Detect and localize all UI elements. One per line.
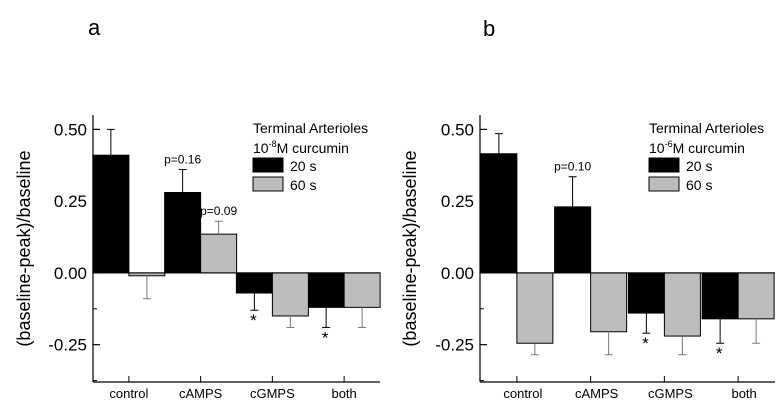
bar-control-a bbox=[92, 154, 130, 274]
y-tick-label: 0.50 bbox=[441, 120, 474, 139]
legend-dose: 10-6M curcumin bbox=[649, 139, 745, 156]
p-value-label: p=0.09 bbox=[200, 204, 237, 218]
x-tick-label: both bbox=[331, 386, 356, 401]
legend-swatch-a bbox=[252, 157, 284, 173]
legend-title: Terminal Arterioles bbox=[649, 120, 764, 136]
legend-entry: 60 s bbox=[686, 177, 712, 193]
y-axis-label: (baseline-peak)/baseline bbox=[14, 150, 34, 346]
legend-swatch-a bbox=[648, 157, 680, 173]
legend-entry: 60 s bbox=[290, 177, 316, 193]
legend-swatch-b bbox=[648, 176, 680, 192]
bar-cGMPS-a bbox=[235, 272, 273, 294]
x-tick-label: cGMPS bbox=[648, 386, 693, 401]
y-tick-label: -0.25 bbox=[435, 336, 474, 355]
legend-title: Terminal Arterioles bbox=[253, 120, 368, 136]
y-tick-label: -0.25 bbox=[48, 336, 87, 355]
bar-both-b bbox=[737, 272, 775, 320]
x-tick-label: cAMPS bbox=[179, 386, 223, 401]
p-value-label: p=0.10 bbox=[554, 160, 591, 174]
y-tick-label: 0.00 bbox=[441, 264, 474, 283]
panel-label: a bbox=[88, 15, 101, 40]
bar-cAMPS-b bbox=[200, 233, 238, 274]
bar-cGMPS-b bbox=[271, 272, 309, 317]
x-tick-label: cAMPS bbox=[575, 386, 619, 401]
bar-control-b bbox=[516, 272, 554, 344]
x-tick-label: control bbox=[109, 386, 148, 401]
chart-panel-a: a-0.250.000.250.50controlcAMPScGMPSbothi… bbox=[14, 15, 381, 409]
y-tick-label: 0.25 bbox=[54, 192, 87, 211]
bar-cAMPS-a bbox=[164, 192, 202, 274]
bar-both-a bbox=[307, 272, 345, 308]
bar-both-b bbox=[343, 272, 381, 308]
y-tick-label: 0.00 bbox=[54, 264, 87, 283]
bar-cGMPS-b bbox=[663, 272, 701, 337]
significance-star: * bbox=[716, 344, 723, 363]
x-tick-label: control bbox=[503, 386, 542, 401]
significance-star: * bbox=[322, 328, 329, 347]
x-tick-label: both bbox=[731, 386, 756, 401]
p-value-label: p=0.16 bbox=[164, 153, 201, 167]
legend-entry: 20 s bbox=[686, 158, 712, 174]
significance-star: * bbox=[250, 311, 257, 330]
y-axis-label: (baseline-peak)/baseline bbox=[400, 150, 420, 346]
bar-both-a bbox=[701, 272, 739, 320]
significance-star: * bbox=[642, 334, 649, 353]
y-tick-label: 0.50 bbox=[54, 120, 87, 139]
y-tick-label: 0.25 bbox=[441, 192, 474, 211]
bar-cAMPS-b bbox=[590, 272, 628, 333]
x-tick-label: cGMPS bbox=[250, 386, 295, 401]
chart-panel-b: b-0.250.000.250.50controlcAMPScGMPSbothi… bbox=[400, 16, 775, 409]
legend-dose: 10-8M curcumin bbox=[253, 139, 349, 156]
legend-entry: 20 s bbox=[290, 158, 316, 174]
legend-swatch-b bbox=[252, 176, 284, 192]
bar-cAMPS-a bbox=[554, 206, 592, 274]
bar-cGMPS-a bbox=[627, 272, 665, 314]
panel-label: b bbox=[483, 16, 495, 41]
bar-control-a bbox=[480, 153, 518, 274]
